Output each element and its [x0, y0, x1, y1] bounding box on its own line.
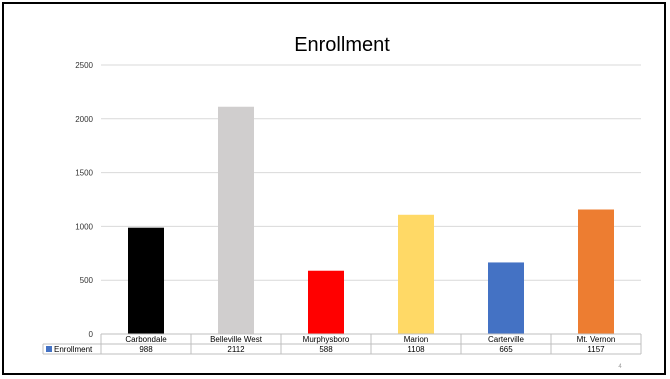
gridlines — [101, 64, 641, 335]
bars — [128, 106, 614, 334]
bar — [128, 227, 164, 334]
page-number: 4 — [618, 364, 622, 370]
data-label: 665 — [499, 345, 513, 354]
y-tick-label: 2000 — [75, 115, 93, 124]
y-tick-label: 500 — [80, 276, 94, 285]
category-label: Carterville — [488, 335, 525, 344]
y-tick-label: 1000 — [75, 222, 93, 231]
category-label: Marion — [404, 335, 428, 344]
category-label: Murphysboro — [303, 335, 350, 344]
data-label: 1157 — [587, 345, 605, 354]
legend-entry: Enrollment — [54, 345, 93, 354]
data-label: 988 — [139, 345, 153, 354]
chart-title: Enrollment — [294, 34, 390, 56]
bar — [308, 270, 344, 334]
bar — [488, 262, 524, 334]
bar — [578, 209, 614, 334]
y-tick-label: 1500 — [75, 169, 93, 178]
data-label: 588 — [319, 345, 333, 354]
bar — [218, 106, 254, 334]
category-label: Carbondale — [125, 335, 167, 344]
y-tick-label: 0 — [89, 330, 94, 339]
category-label: Mt. Vernon — [577, 335, 616, 344]
legend-swatch — [46, 346, 52, 352]
category-label: Belleville West — [210, 335, 263, 344]
data-label: 1108 — [407, 345, 425, 354]
y-axis: 0 500 1000 1500 2000 2500 — [75, 61, 93, 339]
bar — [398, 214, 434, 334]
data-label: 2112 — [227, 345, 245, 354]
y-tick-label: 2500 — [75, 61, 93, 70]
